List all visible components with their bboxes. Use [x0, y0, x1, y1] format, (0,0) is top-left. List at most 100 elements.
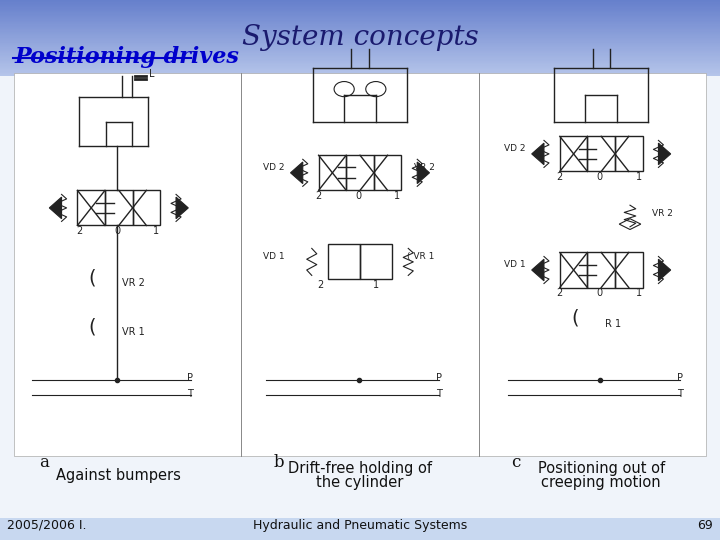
Bar — [588, 252, 615, 287]
Text: c: c — [511, 454, 521, 471]
Bar — [0, 86, 720, 87]
Bar — [0, 518, 720, 540]
Bar — [0, 43, 720, 44]
Bar — [0, 79, 720, 80]
Polygon shape — [50, 197, 62, 219]
Bar — [0, 77, 720, 78]
Bar — [0, 24, 720, 25]
Bar — [0, 92, 720, 93]
Bar — [14, 73, 706, 456]
Bar — [0, 35, 720, 36]
Text: P: P — [187, 373, 193, 383]
Bar — [0, 87, 720, 89]
Bar — [0, 49, 720, 50]
Bar — [0, 67, 720, 68]
Text: VD 2: VD 2 — [263, 163, 284, 172]
Bar — [319, 155, 346, 190]
Text: P: P — [677, 373, 683, 383]
Bar — [0, 23, 720, 24]
Text: Drift-free holding of: Drift-free holding of — [288, 461, 432, 476]
Bar — [0, 83, 720, 84]
Bar — [0, 53, 720, 55]
Bar — [374, 155, 402, 190]
Bar — [0, 56, 720, 57]
Bar — [0, 78, 720, 79]
Text: the cylinder: the cylinder — [316, 475, 404, 490]
Bar — [0, 14, 720, 15]
Bar — [0, 26, 720, 28]
Bar — [0, 45, 720, 46]
Bar — [0, 85, 720, 86]
Text: 0: 0 — [356, 191, 361, 201]
Bar — [0, 61, 720, 62]
Bar — [0, 76, 720, 518]
Text: Against bumpers: Against bumpers — [56, 468, 181, 483]
Polygon shape — [658, 143, 671, 165]
Text: 2: 2 — [76, 226, 82, 236]
Text: 1: 1 — [153, 226, 159, 236]
Bar — [615, 252, 643, 287]
Text: 69: 69 — [697, 519, 713, 532]
Bar — [0, 33, 720, 34]
Polygon shape — [531, 143, 544, 165]
Bar — [0, 2, 720, 4]
Text: 2: 2 — [315, 191, 321, 201]
Bar — [0, 82, 720, 83]
Polygon shape — [658, 259, 671, 281]
Text: Positioning out of: Positioning out of — [538, 461, 665, 476]
Bar — [0, 44, 720, 45]
Bar — [0, 96, 720, 97]
Text: 2005/2006 I.: 2005/2006 I. — [7, 519, 86, 532]
Bar — [0, 4, 720, 5]
Bar — [0, 36, 720, 38]
Bar — [0, 80, 720, 82]
Bar — [0, 68, 720, 69]
Bar — [0, 48, 720, 49]
Bar — [0, 17, 720, 18]
Text: T: T — [677, 389, 683, 400]
Text: 2: 2 — [318, 280, 323, 290]
Bar — [0, 73, 720, 74]
Text: Hydraulic and Pneumatic Systems: Hydraulic and Pneumatic Systems — [253, 519, 467, 532]
Bar — [0, 74, 720, 75]
Bar — [0, 76, 720, 77]
Bar — [0, 90, 720, 91]
Polygon shape — [176, 197, 189, 219]
Bar — [0, 29, 720, 30]
Text: 1: 1 — [373, 280, 379, 290]
Bar — [0, 10, 720, 11]
Bar — [0, 30, 720, 31]
Text: 2: 2 — [557, 288, 562, 298]
Text: L: L — [149, 69, 155, 79]
Text: 1: 1 — [636, 172, 642, 182]
Bar — [0, 15, 720, 16]
Text: 0: 0 — [597, 288, 603, 298]
Bar — [0, 7, 720, 9]
Bar — [0, 38, 720, 39]
Text: 1: 1 — [395, 191, 400, 201]
Bar — [0, 28, 720, 29]
Text: VD 2: VD 2 — [504, 144, 526, 153]
Bar — [560, 136, 588, 172]
Bar — [0, 91, 720, 92]
Bar — [0, 52, 720, 53]
Bar — [0, 62, 720, 63]
Bar — [0, 89, 720, 90]
Bar — [0, 39, 720, 40]
Bar — [0, 12, 720, 14]
Text: VR 2: VR 2 — [122, 278, 145, 288]
Text: T: T — [187, 389, 193, 400]
Bar — [0, 9, 720, 10]
Bar — [0, 31, 720, 33]
Bar — [0, 42, 720, 43]
Text: Positioning drives: Positioning drives — [14, 46, 239, 68]
Bar — [0, 46, 720, 48]
Text: 0: 0 — [114, 226, 120, 236]
Text: System concepts: System concepts — [242, 24, 478, 51]
Text: b: b — [274, 454, 284, 471]
Text: (: ( — [89, 268, 96, 287]
Bar — [0, 34, 720, 35]
Bar — [0, 71, 720, 72]
Bar — [0, 95, 720, 96]
Bar — [0, 1, 720, 2]
